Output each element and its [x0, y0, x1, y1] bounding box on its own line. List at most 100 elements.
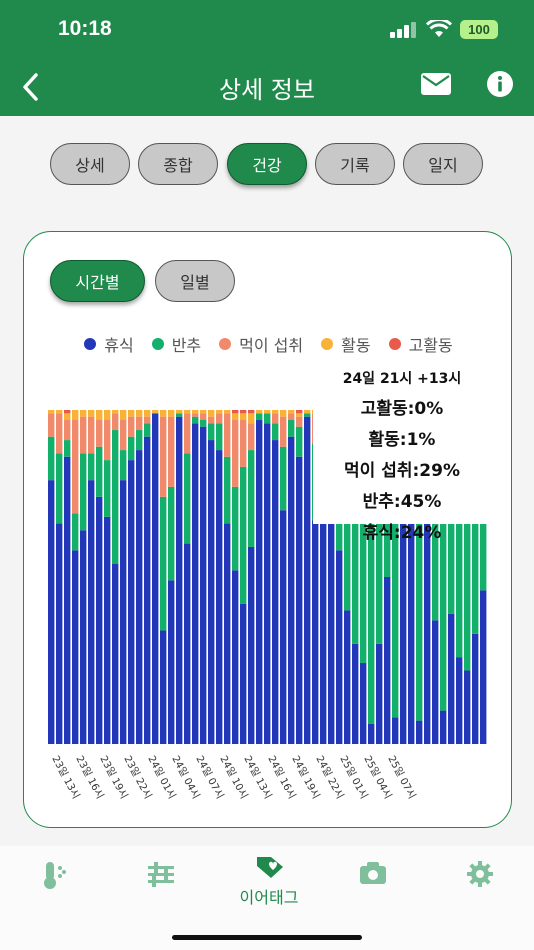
bar-segment-rest[interactable] — [72, 550, 79, 744]
nav-ear-tag[interactable]: 이어태그 — [234, 854, 304, 908]
bar-segment-rumination[interactable] — [232, 486, 239, 571]
bar-segment-rest[interactable] — [176, 416, 183, 744]
bar-segment-rumination[interactable] — [104, 460, 111, 517]
bar-segment-eating[interactable] — [200, 413, 207, 421]
bar-segment-eating[interactable] — [232, 420, 239, 487]
bar-segment-rest[interactable] — [440, 710, 447, 744]
nav-thermometer[interactable] — [40, 860, 68, 894]
bar-segment-rumination[interactable] — [192, 416, 199, 424]
bar-segment-rest[interactable] — [160, 630, 167, 744]
bar-segment-activity[interactable] — [64, 413, 71, 421]
bar-segment-rest[interactable] — [432, 620, 439, 744]
bar-segment-activity[interactable] — [56, 410, 63, 414]
bar-segment-rest[interactable] — [64, 456, 71, 744]
bar-segment-rumination[interactable] — [56, 453, 63, 524]
bar-segment-rest[interactable] — [104, 516, 111, 744]
bar-segment-rumination[interactable] — [416, 413, 423, 721]
bar-segment-high-activity[interactable] — [296, 410, 303, 414]
bar-segment-rumination[interactable] — [456, 423, 463, 658]
bar-segment-eating[interactable] — [56, 413, 63, 454]
bar-segment-eating[interactable] — [216, 413, 223, 424]
bar-segment-activity[interactable] — [80, 410, 87, 417]
bar-segment-rumination[interactable] — [128, 436, 135, 461]
bar-segment-rest[interactable] — [120, 480, 127, 744]
bar-segment-rest[interactable] — [240, 603, 247, 744]
bar-segment-activity[interactable] — [152, 410, 159, 414]
bar-segment-rumination[interactable] — [352, 426, 359, 644]
bar-segment-rumination[interactable] — [376, 433, 383, 644]
bar-segment-rest[interactable] — [368, 723, 375, 744]
bar-segment-eating[interactable] — [280, 416, 287, 447]
bar-segment-activity[interactable] — [240, 413, 247, 421]
nav-settings[interactable] — [466, 860, 494, 892]
bar-segment-rest[interactable] — [200, 426, 207, 744]
bar-segment-activity[interactable] — [112, 410, 119, 414]
bar-segment-activity[interactable] — [48, 410, 55, 414]
bar-segment-rumination[interactable] — [48, 436, 55, 481]
bar-segment-rest[interactable] — [296, 456, 303, 744]
subtab-daily[interactable]: 일별 — [155, 260, 235, 302]
bar-segment-rumination[interactable] — [288, 420, 295, 437]
bar-segment-activity[interactable] — [104, 410, 111, 421]
bar-segment-rumination[interactable] — [88, 453, 95, 481]
bar-segment-rest[interactable] — [280, 510, 287, 744]
bar-segment-eating[interactable] — [128, 416, 135, 437]
bar-segment-eating[interactable] — [272, 413, 279, 424]
bar-segment-rest[interactable] — [88, 480, 95, 744]
bar-segment-activity[interactable] — [232, 413, 239, 421]
subtab-hourly[interactable]: 시간별 — [50, 260, 145, 302]
bar-segment-rest[interactable] — [424, 490, 431, 744]
bar-segment-activity[interactable] — [296, 413, 303, 417]
bar-segment-rest[interactable] — [328, 436, 335, 744]
bar-segment-rest[interactable] — [208, 440, 215, 744]
bar-segment-eating[interactable] — [248, 423, 255, 451]
info-icon[interactable] — [486, 70, 514, 98]
bar-segment-activity[interactable] — [168, 410, 175, 417]
bar-segment-eating[interactable] — [104, 420, 111, 461]
bar-segment-activity[interactable] — [304, 410, 311, 414]
bar-segment-rumination[interactable] — [296, 426, 303, 457]
bar-segment-rumination[interactable] — [216, 423, 223, 451]
bar-segment-rest[interactable] — [216, 450, 223, 744]
bar-segment-activity[interactable] — [280, 410, 287, 417]
bar-segment-activity[interactable] — [264, 410, 271, 414]
tab-journal[interactable]: 일지 — [403, 143, 483, 185]
bar-segment-rest[interactable] — [96, 496, 103, 744]
bar-segment-eating[interactable] — [96, 420, 103, 447]
bar-segment-rest[interactable] — [408, 520, 415, 744]
bar-segment-rest[interactable] — [48, 480, 55, 744]
tab-detail[interactable]: 상세 — [50, 143, 130, 185]
tab-summary[interactable]: 종합 — [138, 143, 218, 185]
bar-segment-eating[interactable] — [160, 416, 167, 497]
bar-segment-rest[interactable] — [80, 530, 87, 744]
bar-segment-eating[interactable] — [64, 420, 71, 441]
bar-segment-eating[interactable] — [72, 420, 79, 514]
bar-segment-eating[interactable] — [288, 413, 295, 421]
bar-segment-high-activity[interactable] — [232, 410, 239, 414]
bar-segment-rest[interactable] — [256, 420, 263, 744]
bar-segment-rest[interactable] — [192, 423, 199, 744]
bar-segment-high-activity[interactable] — [248, 410, 255, 414]
bar-segment-activity[interactable] — [128, 410, 135, 417]
bar-segment-rest[interactable] — [288, 436, 295, 744]
bar-segment-rumination[interactable] — [472, 416, 479, 634]
bar-segment-rest[interactable] — [336, 550, 343, 744]
bar-segment-activity[interactable] — [248, 413, 255, 424]
bar-segment-rumination[interactable] — [176, 413, 183, 417]
bar-segment-rest[interactable] — [304, 416, 311, 744]
bar-segment-activity[interactable] — [200, 410, 207, 414]
bar-segment-rumination[interactable] — [136, 430, 143, 451]
bar-segment-rest[interactable] — [152, 413, 159, 744]
bar-segment-eating[interactable] — [112, 413, 119, 431]
bar-segment-eating[interactable] — [192, 413, 199, 417]
bar-segment-activity[interactable] — [96, 410, 103, 421]
bar-segment-rest[interactable] — [392, 717, 399, 744]
nav-filter[interactable] — [146, 860, 176, 892]
bar-segment-rest[interactable] — [472, 633, 479, 744]
bar-segment-high-activity[interactable] — [64, 410, 71, 414]
nav-camera[interactable] — [358, 860, 388, 890]
bar-segment-rumination[interactable] — [80, 453, 87, 531]
bar-segment-rumination[interactable] — [72, 513, 79, 551]
bar-segment-eating[interactable] — [144, 416, 151, 424]
